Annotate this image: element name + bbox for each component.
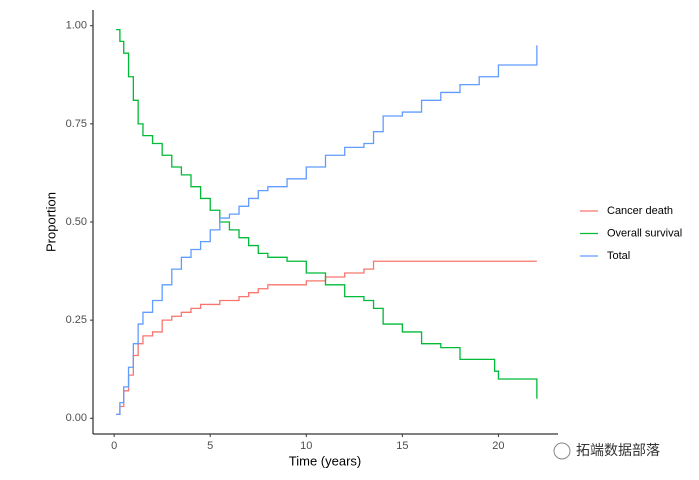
y-axis-title: Proportion [43,192,58,252]
watermark-icon [553,442,571,460]
x-tick-label: 10 [300,440,312,452]
x-tick-label: 15 [396,440,408,452]
y-tick-label: 0.25 [66,314,87,326]
legend-label: Cancer death [607,205,673,217]
x-axis-title: Time (years) [289,453,361,468]
x-tick-label: 0 [111,440,117,452]
y-tick-label: 0.75 [66,118,87,130]
y-tick-label: 0.50 [66,216,87,228]
series-line [116,260,537,416]
legend-label: Overall survival [607,227,682,239]
legend-label: Total [607,250,630,262]
series-line [116,28,538,399]
y-tick-label: 0.00 [66,412,87,424]
watermark: 拓端数据部落 [553,442,660,460]
y-tick-label: 1.00 [66,20,87,32]
x-tick-label: 20 [492,440,504,452]
watermark-text: 拓端数据部落 [576,443,660,459]
x-tick-label: 5 [207,440,213,452]
series-line [116,45,538,416]
